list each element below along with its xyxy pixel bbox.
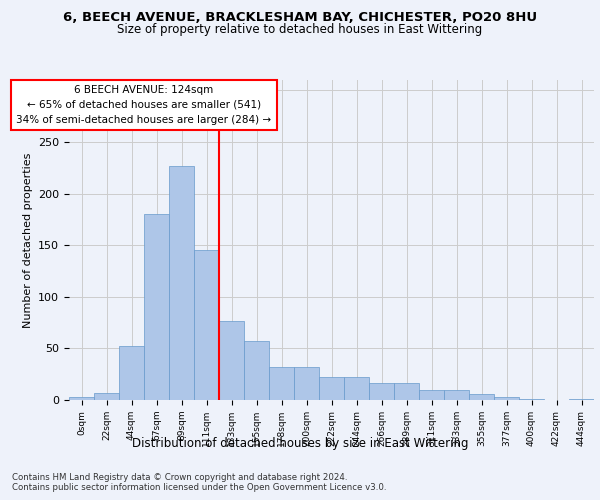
- Bar: [244, 341, 269, 400]
- Bar: [169, 166, 194, 400]
- Text: 6, BEECH AVENUE, BRACKLESHAM BAY, CHICHESTER, PO20 8HU: 6, BEECH AVENUE, BRACKLESHAM BAY, CHICHE…: [63, 11, 537, 24]
- Text: Contains HM Land Registry data © Crown copyright and database right 2024.
Contai: Contains HM Land Registry data © Crown c…: [12, 472, 386, 492]
- Bar: [219, 320, 244, 400]
- Text: Size of property relative to detached houses in East Wittering: Size of property relative to detached ho…: [118, 22, 482, 36]
- Bar: [94, 393, 119, 400]
- Bar: [519, 399, 544, 400]
- Bar: [344, 378, 369, 400]
- Text: 6 BEECH AVENUE: 124sqm
← 65% of detached houses are smaller (541)
34% of semi-de: 6 BEECH AVENUE: 124sqm ← 65% of detached…: [16, 85, 272, 125]
- Bar: [119, 346, 144, 400]
- Bar: [194, 250, 219, 400]
- Bar: [394, 384, 419, 400]
- Bar: [269, 367, 294, 400]
- Bar: [144, 214, 169, 400]
- Bar: [469, 394, 494, 400]
- Bar: [569, 399, 594, 400]
- Bar: [69, 397, 94, 400]
- Bar: [369, 384, 394, 400]
- Bar: [444, 390, 469, 400]
- Bar: [494, 397, 519, 400]
- Y-axis label: Number of detached properties: Number of detached properties: [23, 152, 32, 328]
- Bar: [419, 390, 444, 400]
- Bar: [294, 367, 319, 400]
- Bar: [319, 378, 344, 400]
- Text: Distribution of detached houses by size in East Wittering: Distribution of detached houses by size …: [132, 438, 468, 450]
